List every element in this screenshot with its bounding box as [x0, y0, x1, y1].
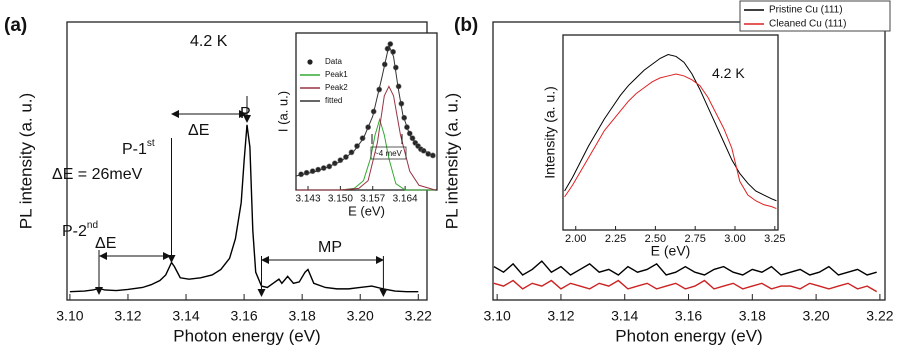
x-tick-label: 3.10	[484, 308, 511, 324]
annotation-text: 4.2 K	[190, 33, 228, 50]
annotation: P-1st	[122, 138, 155, 159]
legend-label: Cleaned Cu (111)	[769, 19, 846, 30]
legend-label: Peak1	[325, 70, 348, 79]
x-tick-label: 3.20	[347, 308, 374, 324]
x-axis-label: E (eV)	[651, 243, 691, 259]
annotation: P-2nd	[62, 220, 98, 241]
panel-label: (a)	[4, 15, 27, 36]
x-tick-label: 3.10	[56, 308, 83, 324]
x-tick-label: 2.25	[605, 233, 626, 245]
panel-label: (b)	[454, 15, 478, 36]
annotation: ΔE	[188, 122, 209, 139]
series-line	[493, 279, 878, 293]
inset-background	[296, 33, 437, 190]
y-axis-label: I (a. u.)	[275, 91, 290, 132]
x-tick-label: 3.00	[724, 233, 745, 245]
legend-label: Pristine Cu (111)	[769, 5, 843, 16]
x-tick-label: 3.143	[296, 194, 321, 205]
annotation-sup: st	[147, 138, 155, 149]
annotation: 4.2 K	[712, 65, 745, 81]
x-tick-label: 3.14	[611, 308, 638, 324]
y-axis-label: PL intensity (a. u.)	[442, 93, 461, 229]
series-line	[564, 73, 777, 210]
legend-label: Peak2	[325, 83, 348, 92]
series-line	[564, 53, 777, 202]
series-line	[296, 43, 436, 177]
series-line	[493, 260, 877, 276]
inset-background	[563, 35, 778, 230]
x-axis-label: Photon energy (eV)	[615, 326, 762, 345]
x-tick-label: 3.14	[172, 308, 199, 324]
x-axis-label: E (eV)	[348, 203, 385, 218]
x-tick-label: 3.25	[764, 233, 785, 245]
plot-frame	[562, 34, 779, 231]
annotation-text: ΔE	[188, 122, 209, 139]
series-line	[69, 124, 419, 293]
x-tick-label: 3.22	[866, 308, 893, 324]
legend-label: fitted	[325, 96, 342, 105]
annotation-text: ΔE = 26meV	[52, 166, 143, 183]
x-tick-label: 2.50	[645, 233, 666, 245]
x-tick-label: 3.20	[802, 308, 829, 324]
annotation-text: 4.2 K	[712, 65, 745, 81]
x-tick-label: 3.150	[328, 194, 353, 205]
x-tick-label: 3.16	[230, 308, 257, 324]
annotation: ΔE	[95, 235, 116, 252]
series-line	[296, 85, 436, 191]
y-axis-label: Intensity (a. u.)	[542, 86, 558, 179]
annotation-text: MP	[318, 239, 342, 256]
x-tick-label: 2.75	[684, 233, 705, 245]
x-tick-label: 3.157	[360, 194, 385, 205]
x-tick-label: 3.164	[393, 194, 418, 205]
plot-frame	[295, 32, 438, 191]
annotation: MP	[318, 239, 342, 256]
y-axis-label: PL intensity (a. u.)	[16, 93, 35, 229]
legend-label: Data	[325, 57, 342, 66]
x-tick-label: 3.12	[114, 308, 141, 324]
legend-marker	[307, 59, 313, 65]
annotation-text: P-2	[62, 223, 87, 240]
annotation-text: ΔE	[95, 235, 116, 252]
x-tick-label: 3.18	[289, 308, 316, 324]
x-tick-label: 3.18	[739, 308, 766, 324]
annotation-text: P-1	[122, 141, 147, 158]
x-tick-label: 3.22	[405, 308, 432, 324]
legend-box	[739, 0, 891, 32]
annotation-box	[370, 146, 407, 160]
annotation: ΔE = 26meV	[52, 166, 143, 183]
annotation-sup: nd	[87, 220, 98, 231]
x-tick-label: 3.12	[547, 308, 574, 324]
annotation: 4.2 K	[190, 33, 228, 50]
x-tick-label: 2.00	[565, 233, 586, 245]
x-axis-label: Photon energy (eV)	[173, 326, 320, 345]
x-tick-label: 3.16	[675, 308, 702, 324]
